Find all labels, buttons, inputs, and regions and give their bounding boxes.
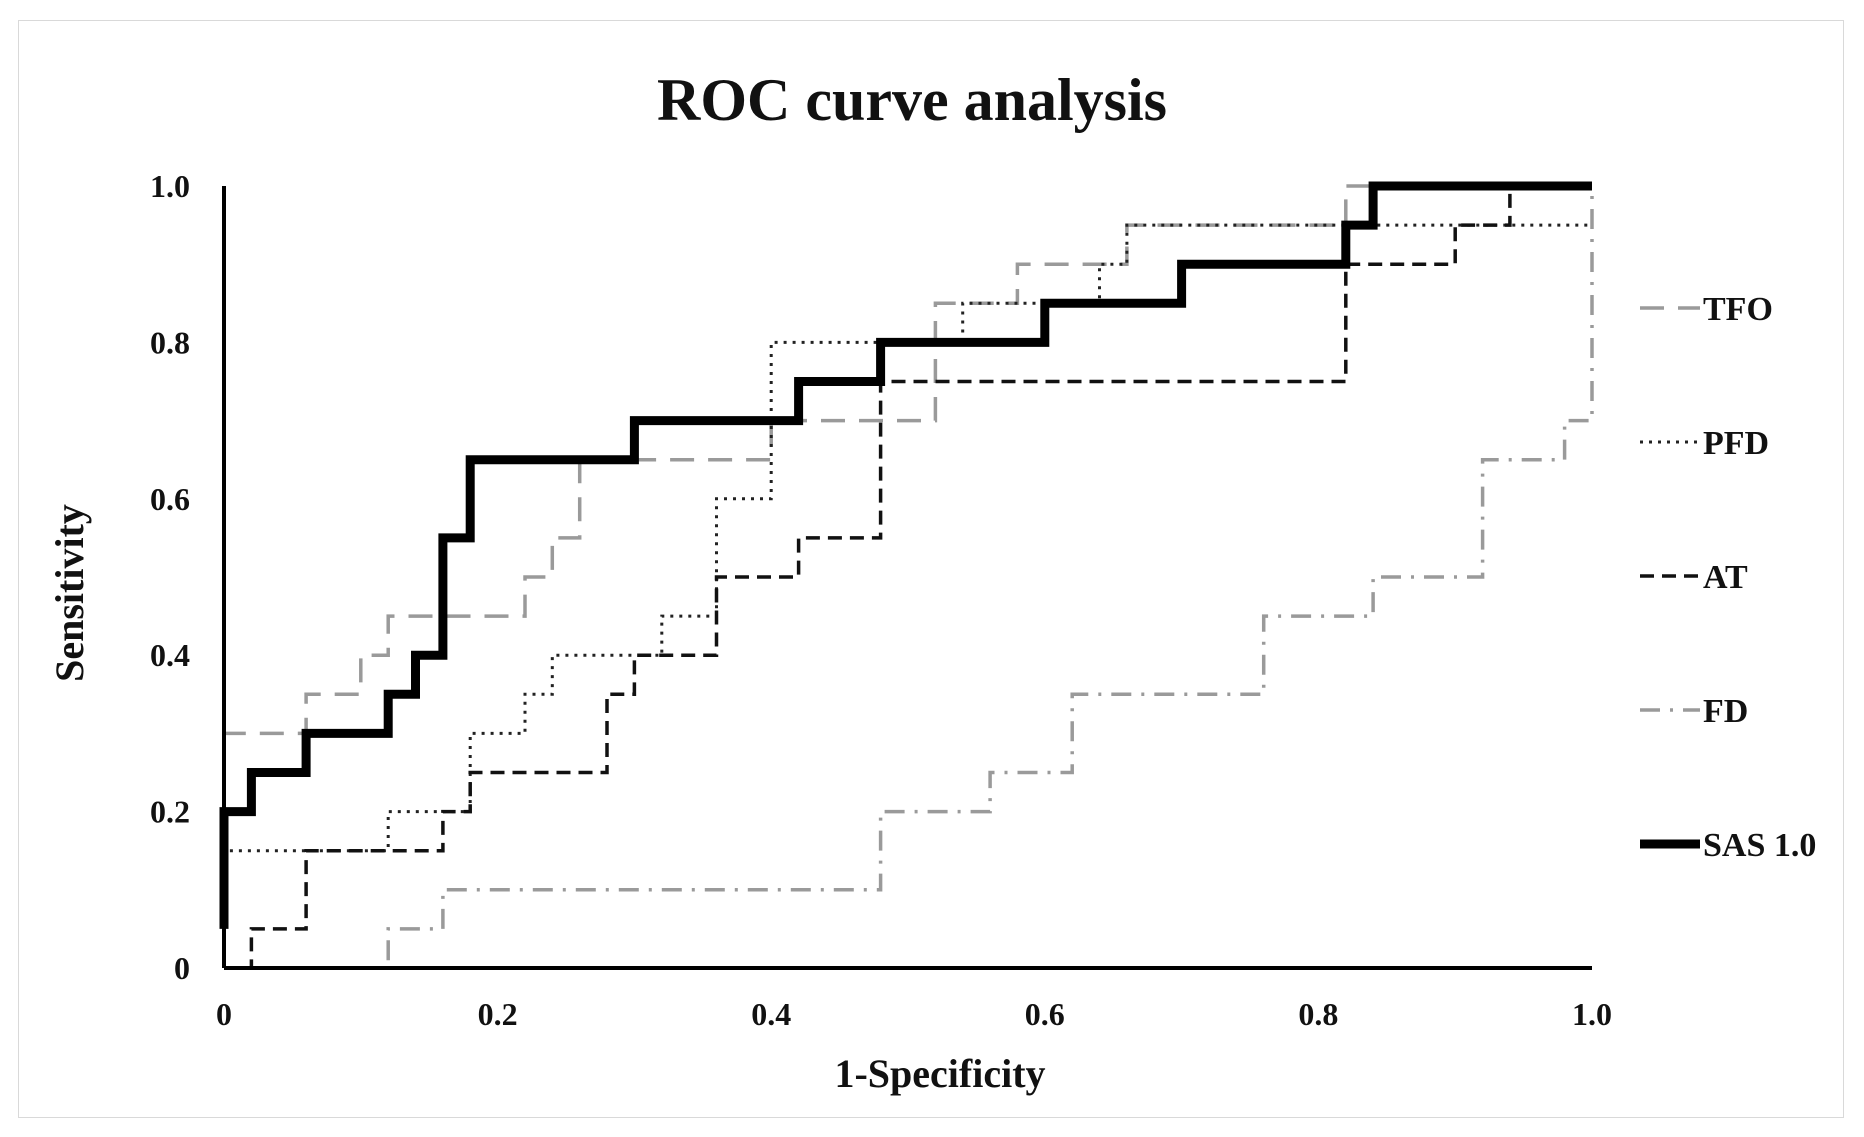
y-tick-label: 0.6 [150, 481, 190, 517]
x-tick-label: 0 [216, 996, 232, 1032]
series-line-tfo [222, 184, 1592, 812]
y-axis-label: Sensitivity [47, 504, 92, 682]
legend-label: TFO [1703, 291, 1773, 328]
y-tick-label: 0.2 [150, 794, 190, 830]
x-tick-labels: 0 0.2 0.4 0.6 0.8 1.0 [216, 996, 1612, 1032]
series-line-at [224, 184, 1592, 970]
legend-label: SAS 1.0 [1703, 827, 1816, 864]
legend: TFO PFD AT FD SAS 1.0 [1640, 291, 1816, 864]
legend-label: FD [1703, 693, 1748, 730]
x-tick-label: 1.0 [1572, 996, 1612, 1032]
chart-frame [18, 20, 1844, 1118]
y-tick-label: 0 [174, 950, 190, 986]
y-tick-labels: 0 0.2 0.4 0.6 0.8 1.0 [150, 168, 190, 986]
y-tick-label: 0.8 [150, 324, 190, 360]
x-tick-label: 0.2 [478, 996, 518, 1032]
series-line-sas-1-0 [219, 181, 1592, 929]
series-line-fd [224, 186, 1594, 970]
series-line-pfd [222, 223, 1592, 890]
x-tick-label: 0.4 [751, 996, 791, 1032]
y-tick-label: 1.0 [150, 168, 190, 204]
chart-title: ROC curve analysis [657, 67, 1167, 133]
y-tick-label: 0.4 [150, 637, 190, 673]
series-layer [219, 181, 1594, 970]
legend-label: AT [1703, 559, 1748, 596]
x-tick-label: 0.8 [1298, 996, 1338, 1032]
legend-label: PFD [1703, 425, 1769, 462]
x-axis-label: 1-Specificity [834, 1051, 1045, 1096]
x-tick-label: 0.6 [1025, 996, 1065, 1032]
